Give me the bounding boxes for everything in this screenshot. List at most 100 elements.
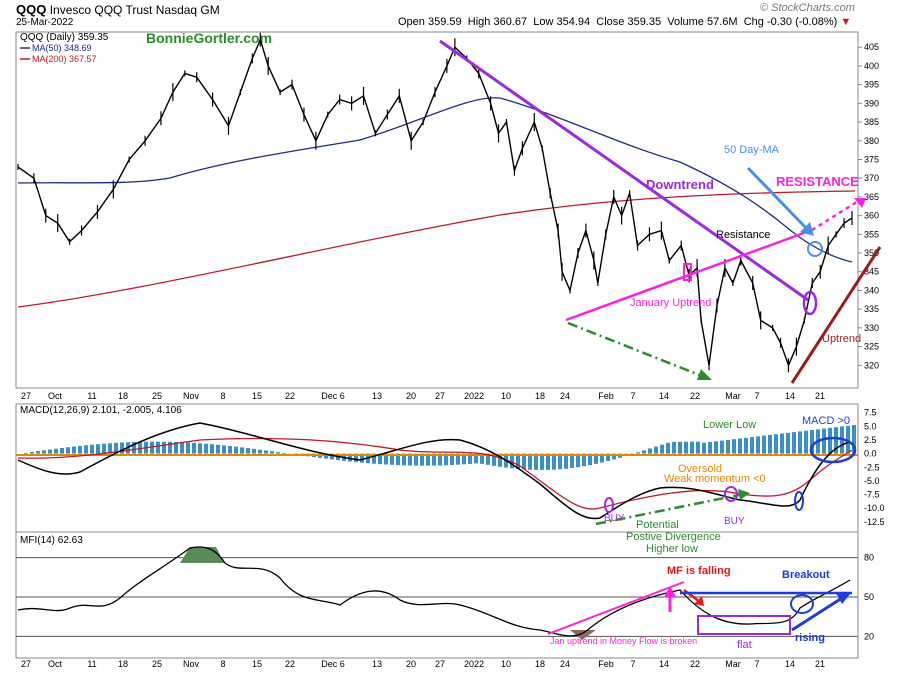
macd-hist-bar: [696, 441, 700, 454]
macd-hist-bar: [408, 453, 412, 466]
buy-label-1: BUY: [604, 513, 625, 524]
macd-hist-bar: [462, 453, 466, 465]
macd-hist-bar: [606, 453, 610, 462]
mfi-xtick-label: 27: [21, 659, 31, 669]
mfi-xtick-label: 13: [372, 659, 382, 669]
macd-hist-bar: [714, 441, 718, 454]
macd-signal-line: [17, 437, 853, 510]
mfi-xtick-label: Oct: [48, 659, 63, 669]
macd-hist-bar: [36, 451, 40, 454]
macd-ytick-label: -10.0: [864, 503, 885, 513]
mfi-panel-frame: [15, 531, 859, 659]
security-name: Invesco QQQ Trust: [49, 3, 153, 17]
mfi-ytick-label: 80: [864, 553, 874, 563]
price-ytick-label: 340: [864, 285, 879, 295]
macd-hist-bar: [654, 446, 658, 454]
price-ytick-label: 355: [864, 229, 879, 239]
mfi-xtick-label: 20: [406, 659, 416, 669]
price-ytick-label: 405: [864, 42, 879, 52]
price-ytick-label: 335: [864, 304, 879, 314]
lower-low-label: Lower Low: [703, 419, 756, 431]
mfi-down-arrow-head: [694, 596, 704, 606]
ma50-arrow-head: [800, 222, 814, 236]
price-xtick-label: 20: [406, 391, 416, 401]
mfi-xtick-label: 10: [501, 659, 511, 669]
macd-hist-bar: [228, 446, 232, 454]
mfi-xtick-label: 24: [560, 659, 570, 669]
macd-low-circle: [794, 491, 804, 511]
uptrend-line: [790, 246, 882, 384]
macd-hist-bar: [552, 453, 556, 470]
mfi-oversold-fill: [540, 630, 596, 640]
macd-hist-bar: [456, 453, 460, 465]
macd-ytick-label: -2.5: [864, 462, 880, 472]
macd-hist-bar: [498, 453, 502, 467]
macd-hist-bar: [240, 447, 244, 454]
price-xtick-label: 7: [630, 391, 635, 401]
ohlc-line: Open 359.59 High 360.67 Low 354.94 Close…: [398, 16, 852, 28]
mf-falling-label: MF is falling: [667, 565, 731, 577]
macd-hist-bar: [60, 447, 64, 454]
macd-hist-bar: [612, 453, 616, 460]
buy-circle-1: [604, 497, 614, 513]
mfi-xtick-label: 2022: [464, 659, 484, 669]
macd-hist-bar: [690, 441, 694, 454]
macd-hist-bar: [162, 441, 166, 454]
mfi-ytick-label: 50: [864, 592, 874, 602]
macd-hist-bar: [588, 453, 592, 466]
downtrend-line: [439, 39, 809, 302]
macd-hist-bar: [180, 442, 184, 454]
macd-hist-bar: [234, 446, 238, 454]
mfi-xtick-label: 18: [535, 659, 545, 669]
macd-hist-bar: [528, 453, 532, 470]
price-ytick-label: 365: [864, 192, 879, 202]
chart-date: 25-Mar-2022: [16, 17, 74, 28]
macd-hist-bar: [540, 453, 544, 470]
macd-hist-bar: [30, 451, 34, 454]
macd-hist-bar: [384, 453, 388, 465]
macd-hist-bar: [726, 439, 730, 454]
mfi-xtick-label: 22: [285, 659, 295, 669]
macd-hist-bar: [846, 425, 850, 454]
macd-hist-bar: [186, 442, 190, 454]
mfi-overbought-fill: [180, 547, 224, 563]
macd-ytick-label: 2.5: [864, 435, 877, 445]
stockcharts-logo[interactable]: © StockCharts.com: [760, 2, 855, 14]
macd-hist-bar: [750, 437, 754, 454]
price-ytick-label: 370: [864, 173, 879, 183]
macd-hist-bar: [396, 453, 400, 466]
price-ytick-label: 395: [864, 80, 879, 90]
mfi-xtick-label: 7: [754, 659, 759, 669]
downtrend-label: Downtrend: [646, 177, 714, 192]
price-y-axis: 320 325 330 335 340 345 350 355 360 365 370 375 380 3…: [858, 42, 879, 370]
price-xtick-label: 21: [815, 391, 825, 401]
mfi-broken-label: Jan uptrend in Money Flow is broken: [550, 636, 697, 646]
macd-positive-label: MACD >0: [802, 415, 850, 427]
macd-hist-bar: [474, 453, 478, 464]
breakout-label: Breakout: [782, 569, 830, 581]
price-xtick-label: Dec 6: [321, 391, 345, 401]
price-xtick-label: 27: [21, 391, 31, 401]
positive-divergence-line: [595, 492, 745, 526]
macd-hist-bar: [522, 453, 526, 470]
price-xtick-label: Oct: [48, 391, 63, 401]
macd-hist-bar: [420, 453, 424, 466]
price-ytick-label: 375: [864, 154, 879, 164]
macd-hist-bar: [378, 453, 382, 465]
macd-hist-bar: [264, 450, 268, 454]
macd-hist-bar: [678, 441, 682, 454]
macd-hist-bar: [636, 452, 640, 454]
resistance-projection: [811, 198, 861, 232]
price-xtick-label: 13: [372, 391, 382, 401]
macd-ytick-label: 5.0: [864, 421, 877, 431]
buy-circle-2: [724, 486, 738, 502]
ma50-arrow: [746, 166, 810, 232]
macd-hist-bar: [198, 443, 202, 454]
macd-hist-bar: [564, 453, 568, 469]
price-xtick-label: 14: [785, 391, 795, 401]
header-symbol-line: QQQ Invesco QQQ Trust Nasdaq GM: [16, 2, 220, 17]
high-value: 360.67: [493, 16, 528, 28]
macd-hist-bar: [42, 450, 46, 454]
divergence-arrow-head: [738, 489, 750, 500]
price-ytick-label: 330: [864, 323, 879, 333]
